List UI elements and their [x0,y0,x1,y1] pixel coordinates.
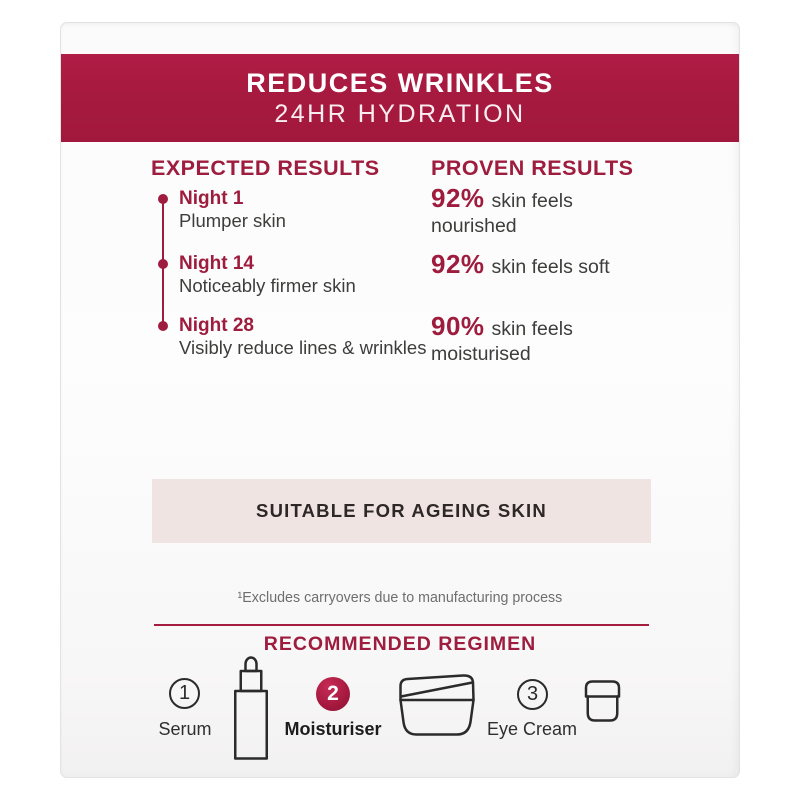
night-description: Plumper skin [179,210,286,231]
percentage-description: skin feels nourished [431,190,573,237]
banner-claim-primary: REDUCES WRINKLES [246,68,554,98]
night-label: Night 1 [179,188,244,209]
step-label-eye-cream: Eye Cream [486,719,578,739]
footnote: ¹Excludes carryovers due to manufacturin… [61,589,739,606]
banner-claim-secondary: 24HR HYDRATION [274,100,526,128]
night-description: Visibly reduce lines & wrinkles [179,337,427,358]
proven-item: 90% skin feels moisturised [431,311,655,367]
timeline-dot [157,259,168,269]
night-description: Noticeably firmer skin [179,275,356,296]
moisturiser-jar-icon [398,673,476,737]
percentage-value: 92% [431,183,485,213]
serum-dropper-bottle-icon [234,656,268,760]
eye-cream-jar-icon [584,679,621,723]
step-number-badge-1: 1 [169,678,200,709]
step-label-moisturiser: Moisturiser [284,719,382,739]
proven-item: 92% skin feels soft [431,249,655,280]
step-number: 1 [178,682,191,704]
percentage-value: 90% [431,311,485,341]
step-number-badge-2-active: 2 [316,677,350,711]
proven-results-heading: PROVEN RESULTS [431,156,634,180]
product-box-back-panel: REDUCES WRINKLES 24HR HYDRATION EXPECTED… [60,22,740,778]
expected-item-night-14: Night 14 Noticeably firmer skin [179,253,474,297]
step-number: 3 [526,683,539,705]
expected-item-night-28: Night 28 Visibly reduce lines & wrinkles [179,315,474,359]
suitability-band: SUITABLE FOR AGEING SKIN [152,479,651,543]
percentage-description: skin feels soft [491,256,610,278]
step-label-serum: Serum [158,719,212,739]
timeline-dot [157,194,168,204]
step-number-badge-3: 3 [517,679,548,710]
expected-results-heading: EXPECTED RESULTS [151,156,380,180]
suitability-label: SUITABLE FOR AGEING SKIN [256,500,547,521]
claims-banner: REDUCES WRINKLES 24HR HYDRATION [61,54,739,142]
percentage-value: 92% [431,249,485,279]
expected-item-night-1: Night 1 Plumper skin [179,188,474,232]
night-label: Night 28 [179,315,254,336]
timeline-dot [157,321,168,331]
night-label: Night 14 [179,253,254,274]
percentage-description: skin feels moisturised [431,318,573,365]
step-number: 2 [327,682,339,705]
red-divider-line [154,624,649,626]
proven-item: 92% skin feels nourished [431,183,655,239]
footnote-text: ¹Excludes carryovers due to manufacturin… [237,589,563,606]
regimen-heading: RECOMMENDED REGIMEN [263,633,537,655]
